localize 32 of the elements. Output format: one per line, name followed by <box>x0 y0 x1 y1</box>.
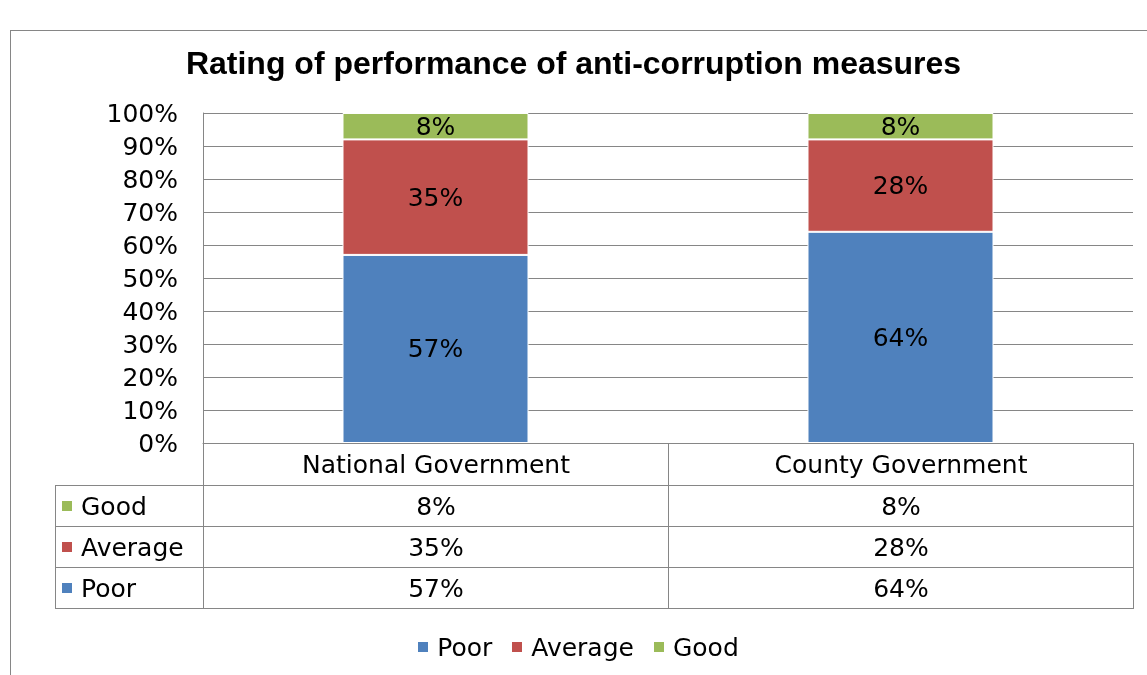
data-label: 57% <box>408 573 464 603</box>
data-label: 28% <box>873 532 929 562</box>
y-tick-label: 10% <box>122 395 178 425</box>
text: 28% <box>872 171 929 201</box>
text: 64% <box>872 322 929 352</box>
x-tick-label: County Government <box>774 450 1028 479</box>
y-tick-label: 0% <box>138 428 178 458</box>
x-tick-label: National Government <box>301 450 571 479</box>
text: 8% <box>880 111 921 141</box>
text: 8% <box>415 111 456 141</box>
data-label: 8% <box>881 491 921 521</box>
text: Poor <box>81 573 137 603</box>
text: 57% <box>407 334 464 364</box>
text: 35% <box>407 182 464 212</box>
y-tick-label: 30% <box>122 329 178 359</box>
y-tick-label: 60% <box>122 230 178 260</box>
legend-label: Poor <box>437 632 493 662</box>
legend-label: Average <box>81 532 184 562</box>
y-tick-label: 90% <box>122 131 178 161</box>
legend-label: Good <box>81 491 147 521</box>
data-label: 8% <box>416 491 456 521</box>
y-tick-label: 80% <box>122 164 178 194</box>
data-label: 64% <box>873 573 929 603</box>
text: Average <box>531 632 634 662</box>
text: Good <box>672 632 739 662</box>
y-tick-label: 100% <box>106 98 178 128</box>
chart-title: Rating of performance of anti-corruption measures <box>185 45 962 81</box>
y-tick-label: 20% <box>122 362 178 392</box>
data-label: 35% <box>408 532 464 562</box>
y-tick-label: 50% <box>122 263 178 293</box>
y-tick-label: 70% <box>122 197 178 227</box>
y-tick-label: 40% <box>122 296 178 326</box>
